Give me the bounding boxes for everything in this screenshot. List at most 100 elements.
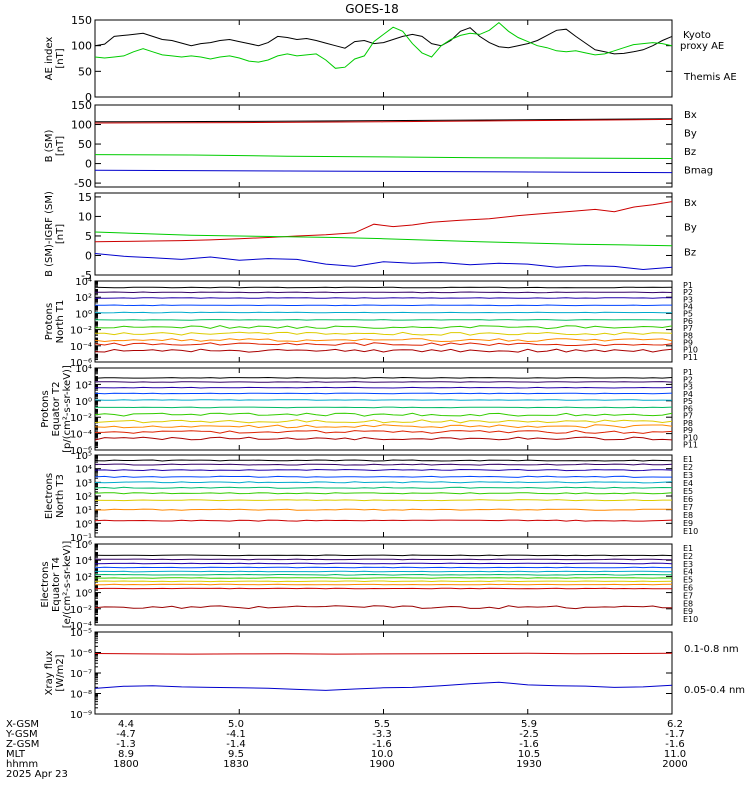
- series-line-bx: [94, 253, 673, 271]
- y-tick-label: 10⁻⁴: [70, 430, 92, 441]
- panel-electrons_t3: ElectronsNorth T3 10⁻¹ 10⁰ 10¹ 10² 10³ 10⁴ 10⁵ E…: [44, 451, 698, 544]
- channel-line-e3: [94, 562, 673, 565]
- panel-frame: [94, 367, 673, 451]
- channel-label: E1: [683, 455, 693, 464]
- y-tick-label: 10⁻⁹: [70, 710, 92, 721]
- y-tick-label: 10: [78, 210, 92, 223]
- y-tick-label: 10²: [75, 380, 92, 391]
- channel-line-p6: [94, 406, 673, 409]
- ephem-value: -4.7: [116, 729, 136, 740]
- series-line-by: [94, 231, 673, 247]
- y-tick-label: 10²: [75, 492, 92, 503]
- y-tick-label: 10⁻⁴: [70, 621, 92, 632]
- channel-label: E8: [683, 599, 693, 608]
- channel-label: P11: [683, 441, 698, 450]
- channel-line-p5: [94, 399, 673, 401]
- series-line-bz: [94, 201, 673, 243]
- series-line-0-05-0-4-nm: [94, 681, 673, 691]
- ephemeris-table: X-GSM 4.4 5.0 5.5 5.9 6.2 Y-GSM -4.7 -4.1 -3.3 -2.…: [5, 719, 688, 770]
- y-tick-label: 15: [78, 191, 92, 204]
- y-tick-label: 10⁻²: [70, 413, 92, 424]
- y-tick-label: 10⁴: [75, 465, 92, 476]
- series-line-themis-ae: [94, 27, 673, 55]
- y-tick-label: 10⁰: [75, 519, 92, 530]
- y-axis-label: ProtonsNorth T1: [44, 300, 66, 344]
- ephem-value: 9.5: [228, 749, 244, 760]
- ephem-value: 4.4: [118, 719, 134, 730]
- channel-label: P4: [683, 390, 693, 399]
- y-tick-label: 50: [78, 65, 92, 78]
- y-tick-label: 10⁰: [75, 309, 92, 320]
- ephem-row-label: hhmm: [6, 759, 38, 770]
- series-line-bz: [94, 118, 673, 124]
- y-tick-label: 150: [71, 14, 92, 27]
- channel-label: E2: [683, 463, 693, 472]
- channel-label: P9: [683, 338, 693, 347]
- channel-label: E9: [683, 607, 693, 616]
- channel-label: P4: [683, 303, 693, 312]
- y-tick-label: 10⁻²: [70, 605, 92, 616]
- channel-line-p5: [94, 311, 673, 314]
- channel-line-p3: [94, 386, 673, 389]
- panel-protons_t1: ProtonsNorth T1 10⁻⁶ 10⁻⁴ 10⁻² 10⁰ 10² 10⁴ P1P2…: [44, 277, 698, 369]
- channel-line-p4: [95, 304, 672, 307]
- channel-line-e4: [94, 566, 672, 569]
- channel-line-p2: [94, 291, 673, 294]
- y-tick-label: 10⁰: [75, 397, 92, 408]
- y-axis-label: B (SM)[nT]: [44, 129, 66, 162]
- channel-line-e4: [94, 475, 672, 478]
- channel-label: E4: [683, 479, 693, 488]
- channel-label: P10: [683, 433, 698, 442]
- channel-label: P6: [683, 404, 693, 413]
- y-tick-label: 150: [71, 99, 92, 112]
- channel-line-p7: [94, 325, 673, 330]
- channel-line-p8: [95, 331, 673, 336]
- ephem-value: 1830: [223, 759, 248, 770]
- y-tick-label: 10⁻⁸: [70, 690, 92, 701]
- channel-line-p10: [94, 342, 673, 347]
- series-line-by: [94, 154, 673, 159]
- y-tick-label: 10²: [75, 293, 92, 304]
- y-axis-label: Xray flux[W/m2]: [44, 651, 66, 696]
- channel-label: P8: [683, 331, 693, 340]
- panel-frame: [94, 280, 673, 363]
- y-tick-label: -50: [74, 177, 92, 190]
- ephem-value: 6.2: [667, 719, 683, 730]
- y-tick-label: -5: [81, 269, 92, 282]
- date-label: 2025 Apr 23: [6, 769, 68, 780]
- legend-label: Themis AE: [683, 72, 737, 83]
- ephem-row-label: Z-GSM: [6, 739, 39, 750]
- channel-label: E10: [683, 527, 698, 536]
- y-tick-label: 10⁶: [75, 540, 92, 551]
- channel-label: P6: [683, 317, 693, 326]
- channel-line-p11: [94, 348, 673, 353]
- legend-label: proxy AE: [680, 41, 724, 52]
- y-tick-label: 10⁻¹: [70, 533, 92, 544]
- channel-label: E7: [683, 503, 693, 512]
- legend-label: By: [684, 129, 697, 140]
- ephem-value: 10.5: [518, 749, 540, 760]
- y-tick-label: 10⁻²: [70, 326, 92, 337]
- channel-label: P11: [683, 353, 698, 362]
- y-tick-label: 10⁻⁴: [70, 342, 92, 353]
- panel-xray: Xray flux[W/m2] 10⁻⁹ 10⁻⁸ 10⁻⁷ 10⁻⁶ 10⁻⁵ 0.1-0…: [44, 628, 745, 721]
- channel-line-p6: [94, 319, 673, 321]
- channel-label: E6: [683, 495, 693, 504]
- panel-frame: [94, 192, 673, 276]
- ephem-value: -3.3: [372, 729, 392, 740]
- y-tick-label: 10⁻⁶: [70, 358, 92, 369]
- ephem-value: 1930: [516, 759, 541, 770]
- channel-label: E3: [683, 471, 693, 480]
- channel-line-p9: [94, 424, 673, 429]
- y-axis-label: AE index[nT]: [44, 37, 66, 81]
- channel-label: E7: [683, 591, 693, 600]
- channel-label: E6: [683, 584, 693, 593]
- panel-frame: [94, 631, 673, 715]
- y-tick-label: 10⁻⁶: [70, 649, 92, 660]
- y-tick-label: 10⁻⁵: [70, 628, 92, 639]
- ephem-row-label: MLT: [6, 749, 26, 760]
- ephem-value: 1800: [113, 759, 138, 770]
- channel-line-e8: [94, 499, 672, 502]
